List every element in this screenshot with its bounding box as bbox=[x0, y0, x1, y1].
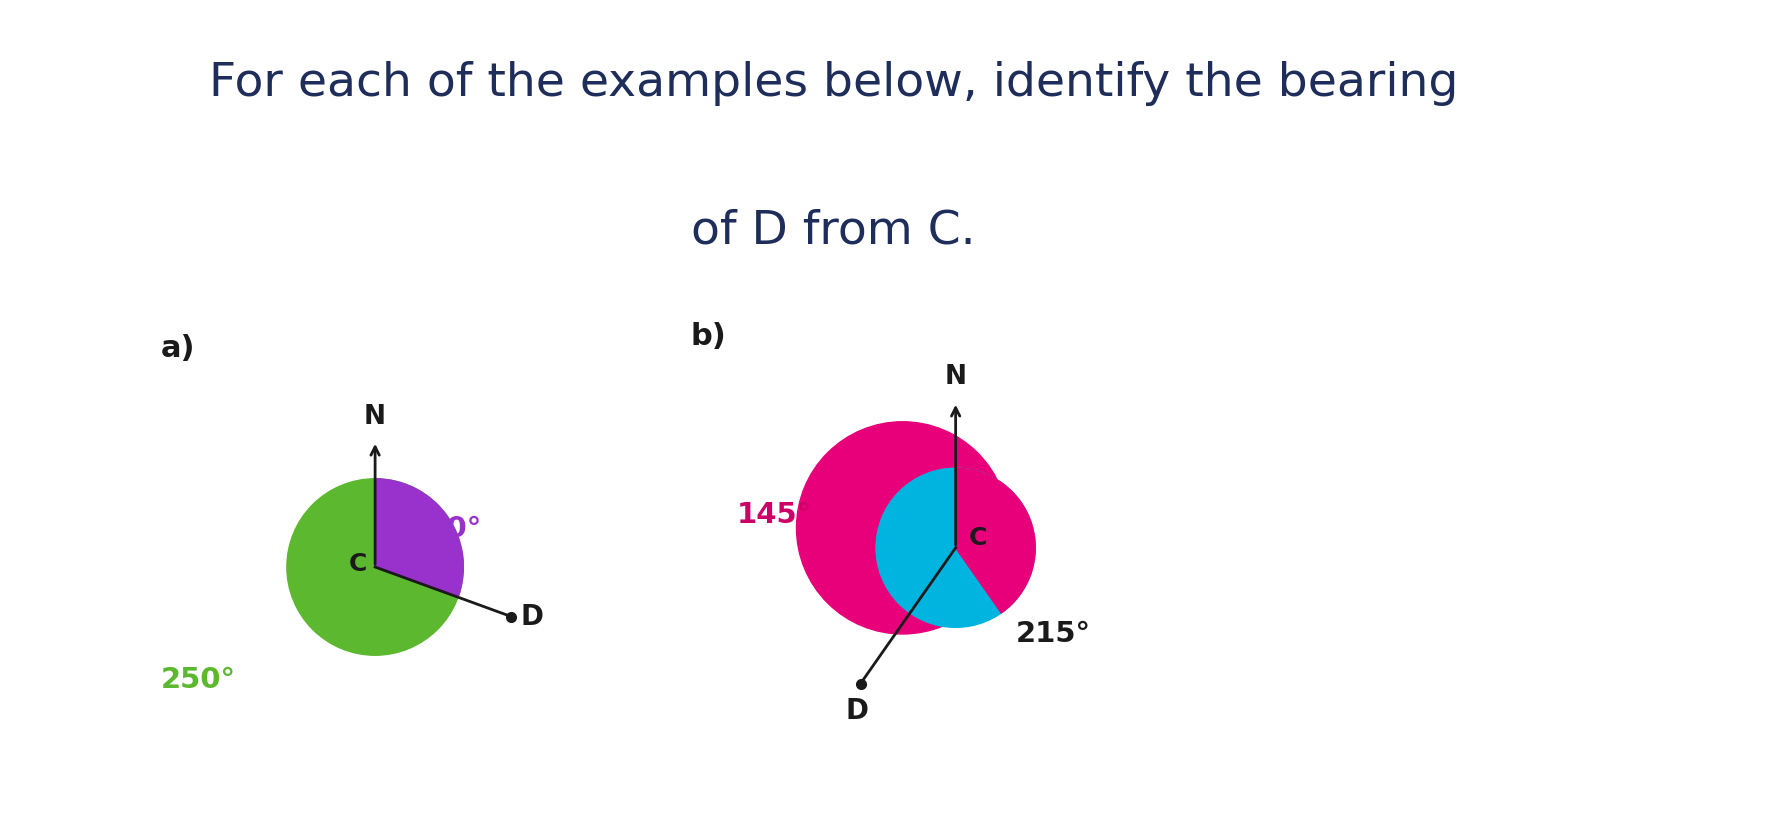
Text: N: N bbox=[943, 364, 966, 390]
Circle shape bbox=[796, 422, 1009, 634]
Text: b): b) bbox=[690, 323, 725, 351]
Text: of D from C.: of D from C. bbox=[691, 208, 975, 254]
Text: 110°: 110° bbox=[406, 515, 482, 543]
Text: C: C bbox=[349, 552, 367, 576]
Circle shape bbox=[287, 479, 463, 655]
Text: a): a) bbox=[161, 333, 195, 363]
Text: D: D bbox=[521, 602, 544, 631]
Text: D: D bbox=[846, 697, 869, 725]
Text: 145°: 145° bbox=[736, 501, 812, 528]
Text: N: N bbox=[363, 403, 387, 429]
Circle shape bbox=[876, 468, 1035, 627]
Wedge shape bbox=[956, 468, 1035, 613]
Text: C: C bbox=[968, 526, 988, 550]
Text: For each of the examples below, identify the bearing: For each of the examples below, identify… bbox=[209, 61, 1457, 107]
Wedge shape bbox=[374, 479, 463, 597]
Text: 215°: 215° bbox=[1014, 620, 1090, 648]
Text: 250°: 250° bbox=[161, 666, 236, 695]
